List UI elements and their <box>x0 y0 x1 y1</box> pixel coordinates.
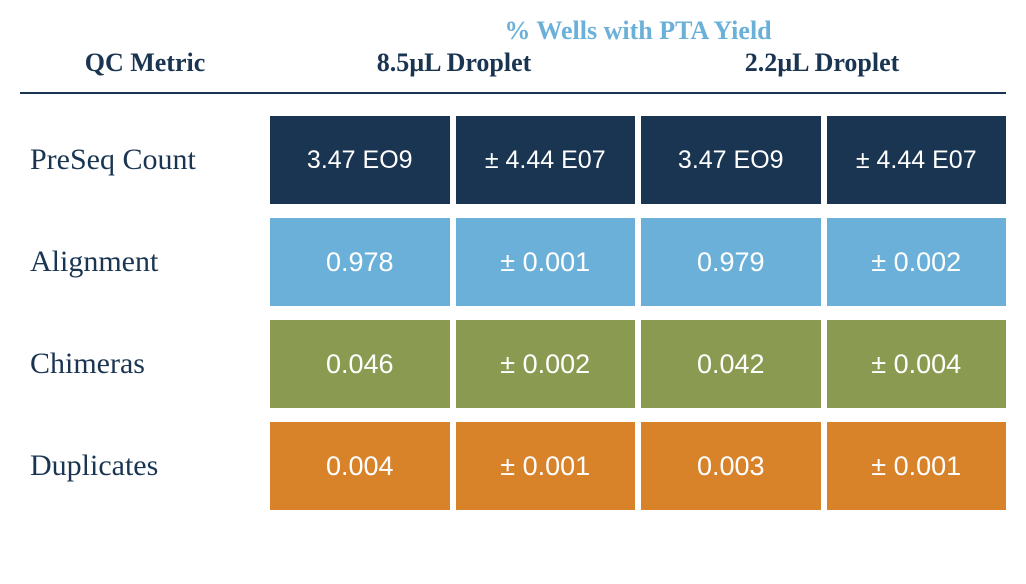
metric-label-preseq: PreSeq Count <box>20 116 270 204</box>
cell-error: ± 4.44 E07 <box>456 116 636 204</box>
cell-error: ± 0.001 <box>827 422 1007 510</box>
table-body: PreSeq Count 3.47 EO9 ± 4.44 E07 3.47 EO… <box>20 94 1006 510</box>
cell-value: 0.003 <box>641 422 821 510</box>
table-row: PreSeq Count 3.47 EO9 ± 4.44 E07 3.47 EO… <box>20 116 1006 204</box>
cell-value: 0.978 <box>270 218 450 306</box>
cell-value: 0.046 <box>270 320 450 408</box>
cell-value: 3.47 EO9 <box>270 116 450 204</box>
cell-value: 0.979 <box>641 218 821 306</box>
cells: 0.978 ± 0.001 0.979 ± 0.002 <box>270 218 1006 306</box>
header-bottom-row: QC Metric 8.5µL Droplet 2.2µL Droplet <box>20 48 1006 92</box>
cell-error: ± 0.004 <box>827 320 1007 408</box>
table-row: Duplicates 0.004 ± 0.001 0.003 ± 0.001 <box>20 422 1006 510</box>
table-row: Alignment 0.978 ± 0.001 0.979 ± 0.002 <box>20 218 1006 306</box>
table-header: % Wells with PTA Yield QC Metric 8.5µL D… <box>20 10 1006 94</box>
table-row: Chimeras 0.046 ± 0.002 0.042 ± 0.004 <box>20 320 1006 408</box>
super-header-label: % Wells with PTA Yield <box>270 10 1006 48</box>
cell-value: 0.042 <box>641 320 821 408</box>
metric-label-duplicates: Duplicates <box>20 422 270 510</box>
cell-error: ± 0.002 <box>827 218 1007 306</box>
cell-value: 3.47 EO9 <box>641 116 821 204</box>
col-header-2: 2.2µL Droplet <box>638 48 1006 92</box>
header-top-row: % Wells with PTA Yield <box>20 10 1006 48</box>
col-header-1: 8.5µL Droplet <box>270 48 638 92</box>
qc-metric-header: QC Metric <box>20 48 270 92</box>
subheaders: 8.5µL Droplet 2.2µL Droplet <box>270 48 1006 92</box>
cell-error: ± 0.002 <box>456 320 636 408</box>
cells: 0.046 ± 0.002 0.042 ± 0.004 <box>270 320 1006 408</box>
cell-error: ± 0.001 <box>456 422 636 510</box>
qc-table: % Wells with PTA Yield QC Metric 8.5µL D… <box>20 10 1006 510</box>
cell-error: ± 0.001 <box>456 218 636 306</box>
metric-label-chimeras: Chimeras <box>20 320 270 408</box>
cells: 3.47 EO9 ± 4.44 E07 3.47 EO9 ± 4.44 E07 <box>270 116 1006 204</box>
metric-label-alignment: Alignment <box>20 218 270 306</box>
cell-error: ± 4.44 E07 <box>827 116 1007 204</box>
cell-value: 0.004 <box>270 422 450 510</box>
cells: 0.004 ± 0.001 0.003 ± 0.001 <box>270 422 1006 510</box>
